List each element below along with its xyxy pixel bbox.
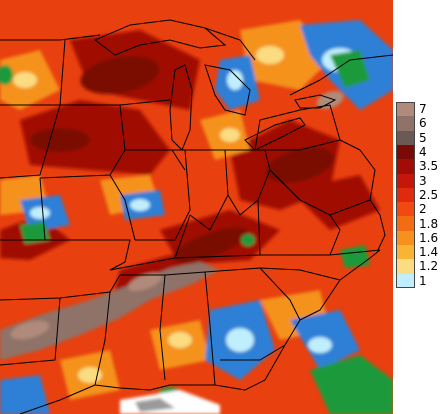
- lake-huron: [204, 64, 251, 116]
- dark-red-area: [20, 100, 170, 175]
- state-line: [0, 104, 61, 179]
- green-area: [20, 222, 50, 244]
- legend-swatch: [396, 159, 415, 174]
- state-line: [339, 249, 381, 281]
- legend-label: 2: [419, 202, 427, 217]
- legend-label: 1.2: [419, 259, 439, 274]
- legend-swatch: [396, 216, 415, 232]
- legend-swatch: [396, 245, 415, 260]
- legend-swatch: [396, 144, 415, 160]
- blue-area: [0, 375, 50, 414]
- state-line: [174, 199, 261, 259]
- legend-label: 7: [419, 102, 427, 117]
- legend-label: 6: [419, 116, 427, 131]
- lake-ontario: [294, 94, 337, 109]
- legend-swatch: [396, 273, 415, 289]
- state-boundaries: [0, 27, 393, 414]
- legend-swatch: [396, 230, 415, 246]
- green-area: [310, 355, 393, 414]
- legend-swatch: [396, 116, 415, 132]
- state-line: [94, 291, 121, 389]
- state-line: [254, 104, 341, 151]
- state-line: [120, 274, 166, 381]
- dark-red-area: [290, 175, 380, 230]
- ocean-area: [135, 398, 175, 412]
- green-area: [241, 234, 255, 246]
- legend-label: 4: [419, 145, 427, 160]
- legend-swatch: [396, 173, 415, 189]
- state-line: [0, 297, 61, 366]
- state-line: [0, 274, 121, 301]
- legend-label: 3: [419, 173, 427, 188]
- state-line: [225, 149, 271, 216]
- yellow-area: [256, 46, 284, 64]
- deep-red-area: [80, 55, 160, 95]
- legend-label: 5: [419, 130, 427, 145]
- light-blue-area: [226, 328, 254, 352]
- color-scale-legend: 7 6 5 4 3.5 3 2.5 2 1.8 1.6 1.4 1.2 1: [396, 102, 446, 289]
- yellow-area: [168, 332, 192, 348]
- state-line: [135, 149, 191, 241]
- coastline: [369, 199, 386, 251]
- state-line: [45, 239, 131, 271]
- precipitation-map: [0, 0, 393, 414]
- light-blue-area: [227, 70, 243, 90]
- state-line: [109, 174, 136, 241]
- light-brown-area: [127, 272, 163, 292]
- legend-label: 1.4: [419, 245, 439, 260]
- deep-red-area: [30, 128, 90, 152]
- light-brown-area: [316, 91, 344, 109]
- legend-swatch: [396, 187, 415, 203]
- legend-swatch: [396, 259, 415, 275]
- deep-red-area: [265, 147, 335, 183]
- legend-swatch: [396, 130, 415, 146]
- light-blue-area: [308, 337, 332, 353]
- legend-swatch: [396, 202, 415, 217]
- light-blue-area: [30, 207, 50, 219]
- light-brown-area: [10, 320, 50, 340]
- legend-label: 2.5: [419, 187, 439, 202]
- legend-label: 1.8: [419, 216, 439, 231]
- us-canada-border: [0, 27, 393, 96]
- legend-label: 3.5: [419, 159, 439, 174]
- light-blue-area: [130, 199, 150, 211]
- state-line: [329, 214, 341, 256]
- green-area: [330, 50, 370, 88]
- legend-label: 1: [419, 273, 427, 288]
- yellow-area: [13, 72, 37, 88]
- coastline: [19, 344, 286, 414]
- brown-swath: [0, 262, 220, 360]
- deep-red-area: [172, 227, 248, 263]
- legend-label: 1.6: [419, 230, 439, 245]
- green-area: [340, 245, 370, 268]
- green-area: [0, 65, 13, 85]
- yellow-area: [220, 128, 240, 142]
- legend-swatch: [396, 102, 415, 117]
- lake-michigan: [169, 64, 193, 151]
- lake-superior: [94, 19, 227, 56]
